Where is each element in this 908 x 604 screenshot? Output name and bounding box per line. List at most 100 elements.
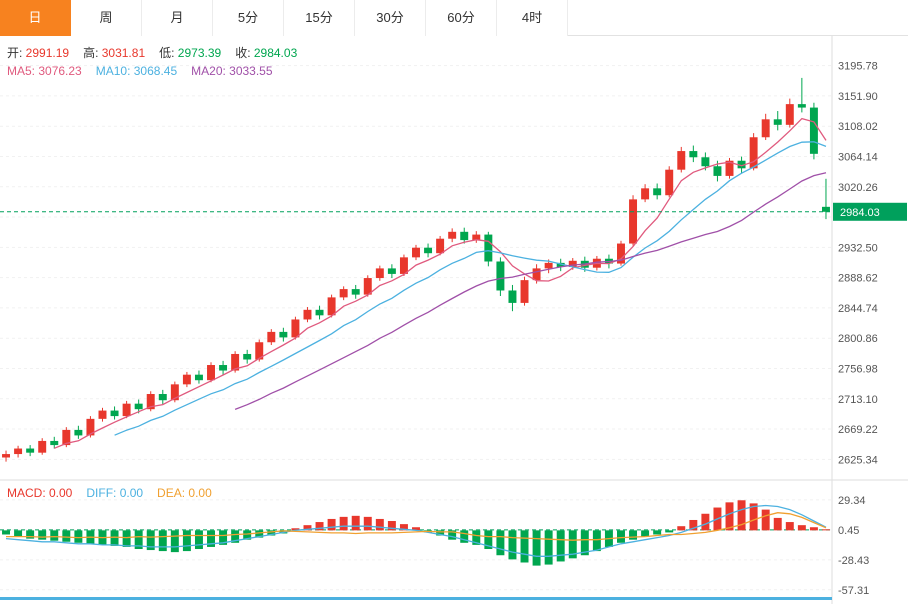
price-axis-label: 2756.98	[838, 363, 878, 375]
candle-body	[339, 289, 348, 298]
diff-line	[5, 504, 827, 557]
macd-bar	[38, 530, 47, 540]
candle-body	[50, 440, 59, 446]
candle-body	[653, 188, 662, 196]
candle-body	[110, 410, 119, 417]
macd-bar	[809, 527, 818, 531]
candle-body	[749, 137, 758, 169]
candle-body	[472, 234, 481, 241]
last-price-tag	[833, 202, 907, 221]
candle-body	[267, 331, 276, 343]
candle-body	[315, 309, 324, 316]
candle-body	[86, 418, 95, 436]
macd-bar	[653, 530, 662, 535]
macd-bar	[412, 527, 420, 531]
candle-body	[38, 440, 47, 453]
tab-15分[interactable]: 15分	[284, 0, 355, 36]
tab-月[interactable]: 月	[142, 0, 213, 36]
price-axis-label: 2888.62	[838, 273, 878, 285]
macd-bar	[773, 517, 782, 531]
macd-bar	[725, 502, 734, 531]
price-axis-label: 2844.74	[838, 303, 878, 315]
candle-body	[713, 166, 722, 176]
macd-bar	[146, 530, 155, 551]
macd-bar	[641, 530, 650, 537]
kline-chart[interactable]: 3195.78 3151.90 3108.02 3064.14 3020.26 2932.…	[0, 36, 908, 604]
macd-bar	[339, 516, 348, 531]
macd-bar	[219, 530, 228, 545]
info-item: MA20: 3033.55	[191, 64, 273, 78]
macd-bar	[375, 518, 384, 531]
macd-axis-label: -57.31	[838, 585, 869, 597]
candle-body	[568, 260, 577, 268]
candle-body	[532, 268, 541, 281]
macd-bar	[737, 500, 746, 531]
macd-bar	[460, 530, 469, 543]
candle-body	[219, 365, 228, 371]
macd-bar	[629, 530, 638, 540]
price-axis-label: 2932.50	[838, 242, 878, 254]
macd-axis-label: 0.45	[838, 525, 859, 537]
macd-bar	[134, 530, 143, 550]
macd-bar	[231, 530, 240, 543]
tab-日[interactable]: 日	[0, 0, 71, 36]
info-item: 低: 2973.39	[159, 46, 222, 60]
price-axis-label: 3020.26	[838, 182, 878, 194]
macd-bar	[749, 503, 758, 531]
candle-body	[641, 188, 650, 200]
macd-bar	[194, 530, 203, 550]
macd-bar	[689, 519, 698, 531]
macd-bar	[580, 530, 589, 556]
candle-body	[617, 243, 625, 264]
tab-60分[interactable]: 60分	[426, 0, 497, 36]
info-item: 高: 3031.81	[83, 46, 146, 60]
macd-bar	[484, 530, 493, 550]
macd-bar	[544, 530, 553, 565]
macd-bar	[291, 528, 300, 531]
macd-bar	[399, 524, 408, 531]
macd-bar	[496, 530, 505, 556]
macd-bar	[26, 530, 35, 539]
info-item: 开: 2991.19	[7, 46, 70, 60]
candle-body	[170, 384, 179, 401]
last-price-tag-label: 2984.03	[840, 207, 880, 219]
macd-bar	[50, 530, 59, 541]
candle-body	[436, 238, 445, 254]
candle-body	[508, 290, 517, 303]
info-item: DIFF: 0.00	[86, 486, 144, 500]
macd-bar	[14, 530, 23, 537]
macd-bar	[62, 530, 71, 542]
candle-body	[460, 231, 469, 241]
candle-body	[243, 353, 252, 360]
info-item: DEA: 0.00	[157, 486, 212, 500]
macd-bar	[2, 530, 11, 535]
tab-5分[interactable]: 5分	[213, 0, 284, 36]
info-item: 收: 2984.03	[235, 46, 298, 60]
candle-body	[677, 151, 686, 170]
macd-bar	[532, 530, 541, 566]
price-axis-label: 2669.22	[838, 424, 878, 436]
macd-bar	[110, 530, 119, 546]
candle-body	[821, 206, 830, 212]
macd-bar	[592, 530, 601, 552]
candle-body	[387, 268, 396, 274]
candle-body	[303, 309, 312, 320]
candle-body	[629, 199, 638, 244]
candle-body	[375, 268, 384, 279]
tab-4时[interactable]: 4时	[497, 0, 568, 36]
macd-bar	[327, 518, 336, 531]
macd-bar	[243, 530, 252, 540]
macd-bar	[701, 513, 710, 531]
candle-body	[448, 231, 457, 239]
candle-body	[134, 403, 143, 410]
tab-周[interactable]: 周	[71, 0, 142, 36]
candle-body	[98, 410, 107, 419]
info-item: MA10: 3068.45	[95, 64, 178, 78]
candle-body	[158, 394, 167, 401]
macd-bar	[665, 530, 674, 533]
candle-body	[327, 297, 336, 316]
candle-body	[424, 247, 433, 254]
h-scrollbar[interactable]	[0, 597, 832, 600]
tab-30分[interactable]: 30分	[355, 0, 426, 36]
